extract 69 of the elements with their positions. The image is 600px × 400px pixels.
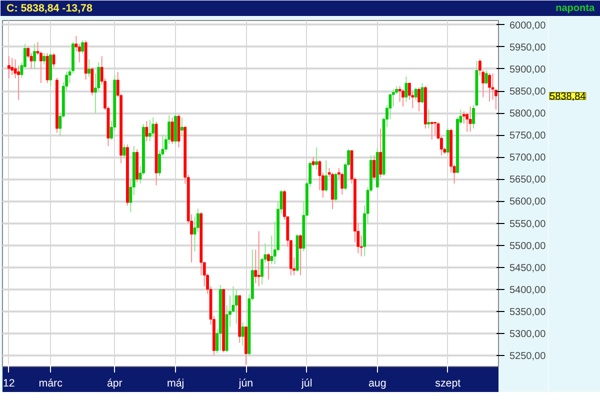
candlestick [234,288,238,324]
candlestick [52,52,56,68]
candlestick [42,52,46,66]
x-tick-label: aug [368,378,386,390]
candlestick [241,322,244,346]
candlestick [446,128,450,156]
y-tick-label: 5550,00 [510,218,546,230]
candlestick [404,76,408,103]
candlestick [402,88,404,107]
candlestick [392,88,395,107]
candlestick [430,122,434,140]
y-tick-label: 5700,00 [510,152,546,164]
candlestick [462,110,466,124]
candlestick [10,57,14,76]
candlestick [148,119,152,142]
candlestick [434,122,437,136]
y-tick-label: 6000,00 [510,20,546,32]
candlestick [379,128,382,178]
candlestick [315,146,318,170]
candlestick [81,40,84,54]
y-tick-label: 5750,00 [510,130,546,142]
candlestick [180,116,184,137]
x-tick-label: júl [300,378,312,390]
x-tick-label: szept [435,378,461,390]
candlestick [299,234,302,276]
candlestick [312,156,315,167]
candlestick [484,70,488,85]
y-tick-label: 5500,00 [510,240,546,252]
y-tick-label: 5800,00 [510,108,546,120]
candlestick [398,86,402,103]
candlestick [418,86,420,112]
candlestick [491,72,494,100]
y-tick-label: 5250,00 [510,350,546,362]
y-tick-label: 5600,00 [510,196,546,208]
y-tick-label: 5350,00 [510,306,546,318]
candlestick [420,82,424,104]
text: C: 5838,84 -13,78 [6,2,92,14]
candlestick [170,116,174,144]
candlestick [145,120,148,142]
candlestick [46,52,49,84]
y-tick-label: 5400,00 [510,284,546,296]
candlestick [90,66,94,96]
x-tick-label: 12 [2,378,15,390]
candlestick [414,86,418,101]
x-tick-label: márc [38,378,64,390]
candlestick [468,106,472,132]
candlestick [488,72,491,102]
candlestick [266,252,270,280]
y-tick-label: 5300,00 [510,328,546,340]
candlestick [152,116,155,138]
y-tick-label: 5650,00 [510,174,546,186]
candlestick [88,58,90,78]
y-tick-label: 5900,00 [510,64,546,76]
y-tick-label: 5450,00 [510,262,546,274]
candlestick [7,56,10,79]
candlestick [340,172,344,196]
text: 5838,84 [550,91,586,102]
x-tick-label: máj [166,378,184,390]
candlestick [427,109,430,129]
y-tick-label: 5950,00 [510,42,546,54]
candlestick [122,144,126,159]
text: naponta [556,3,595,14]
x-tick-label: jún [238,378,254,390]
candlestick [257,230,260,287]
x-tick-label: ápr [106,378,123,390]
candlestick [372,154,376,180]
candlestick [33,43,36,70]
candlestick [324,160,328,192]
y-tick-label: 5850,00 [510,86,546,98]
